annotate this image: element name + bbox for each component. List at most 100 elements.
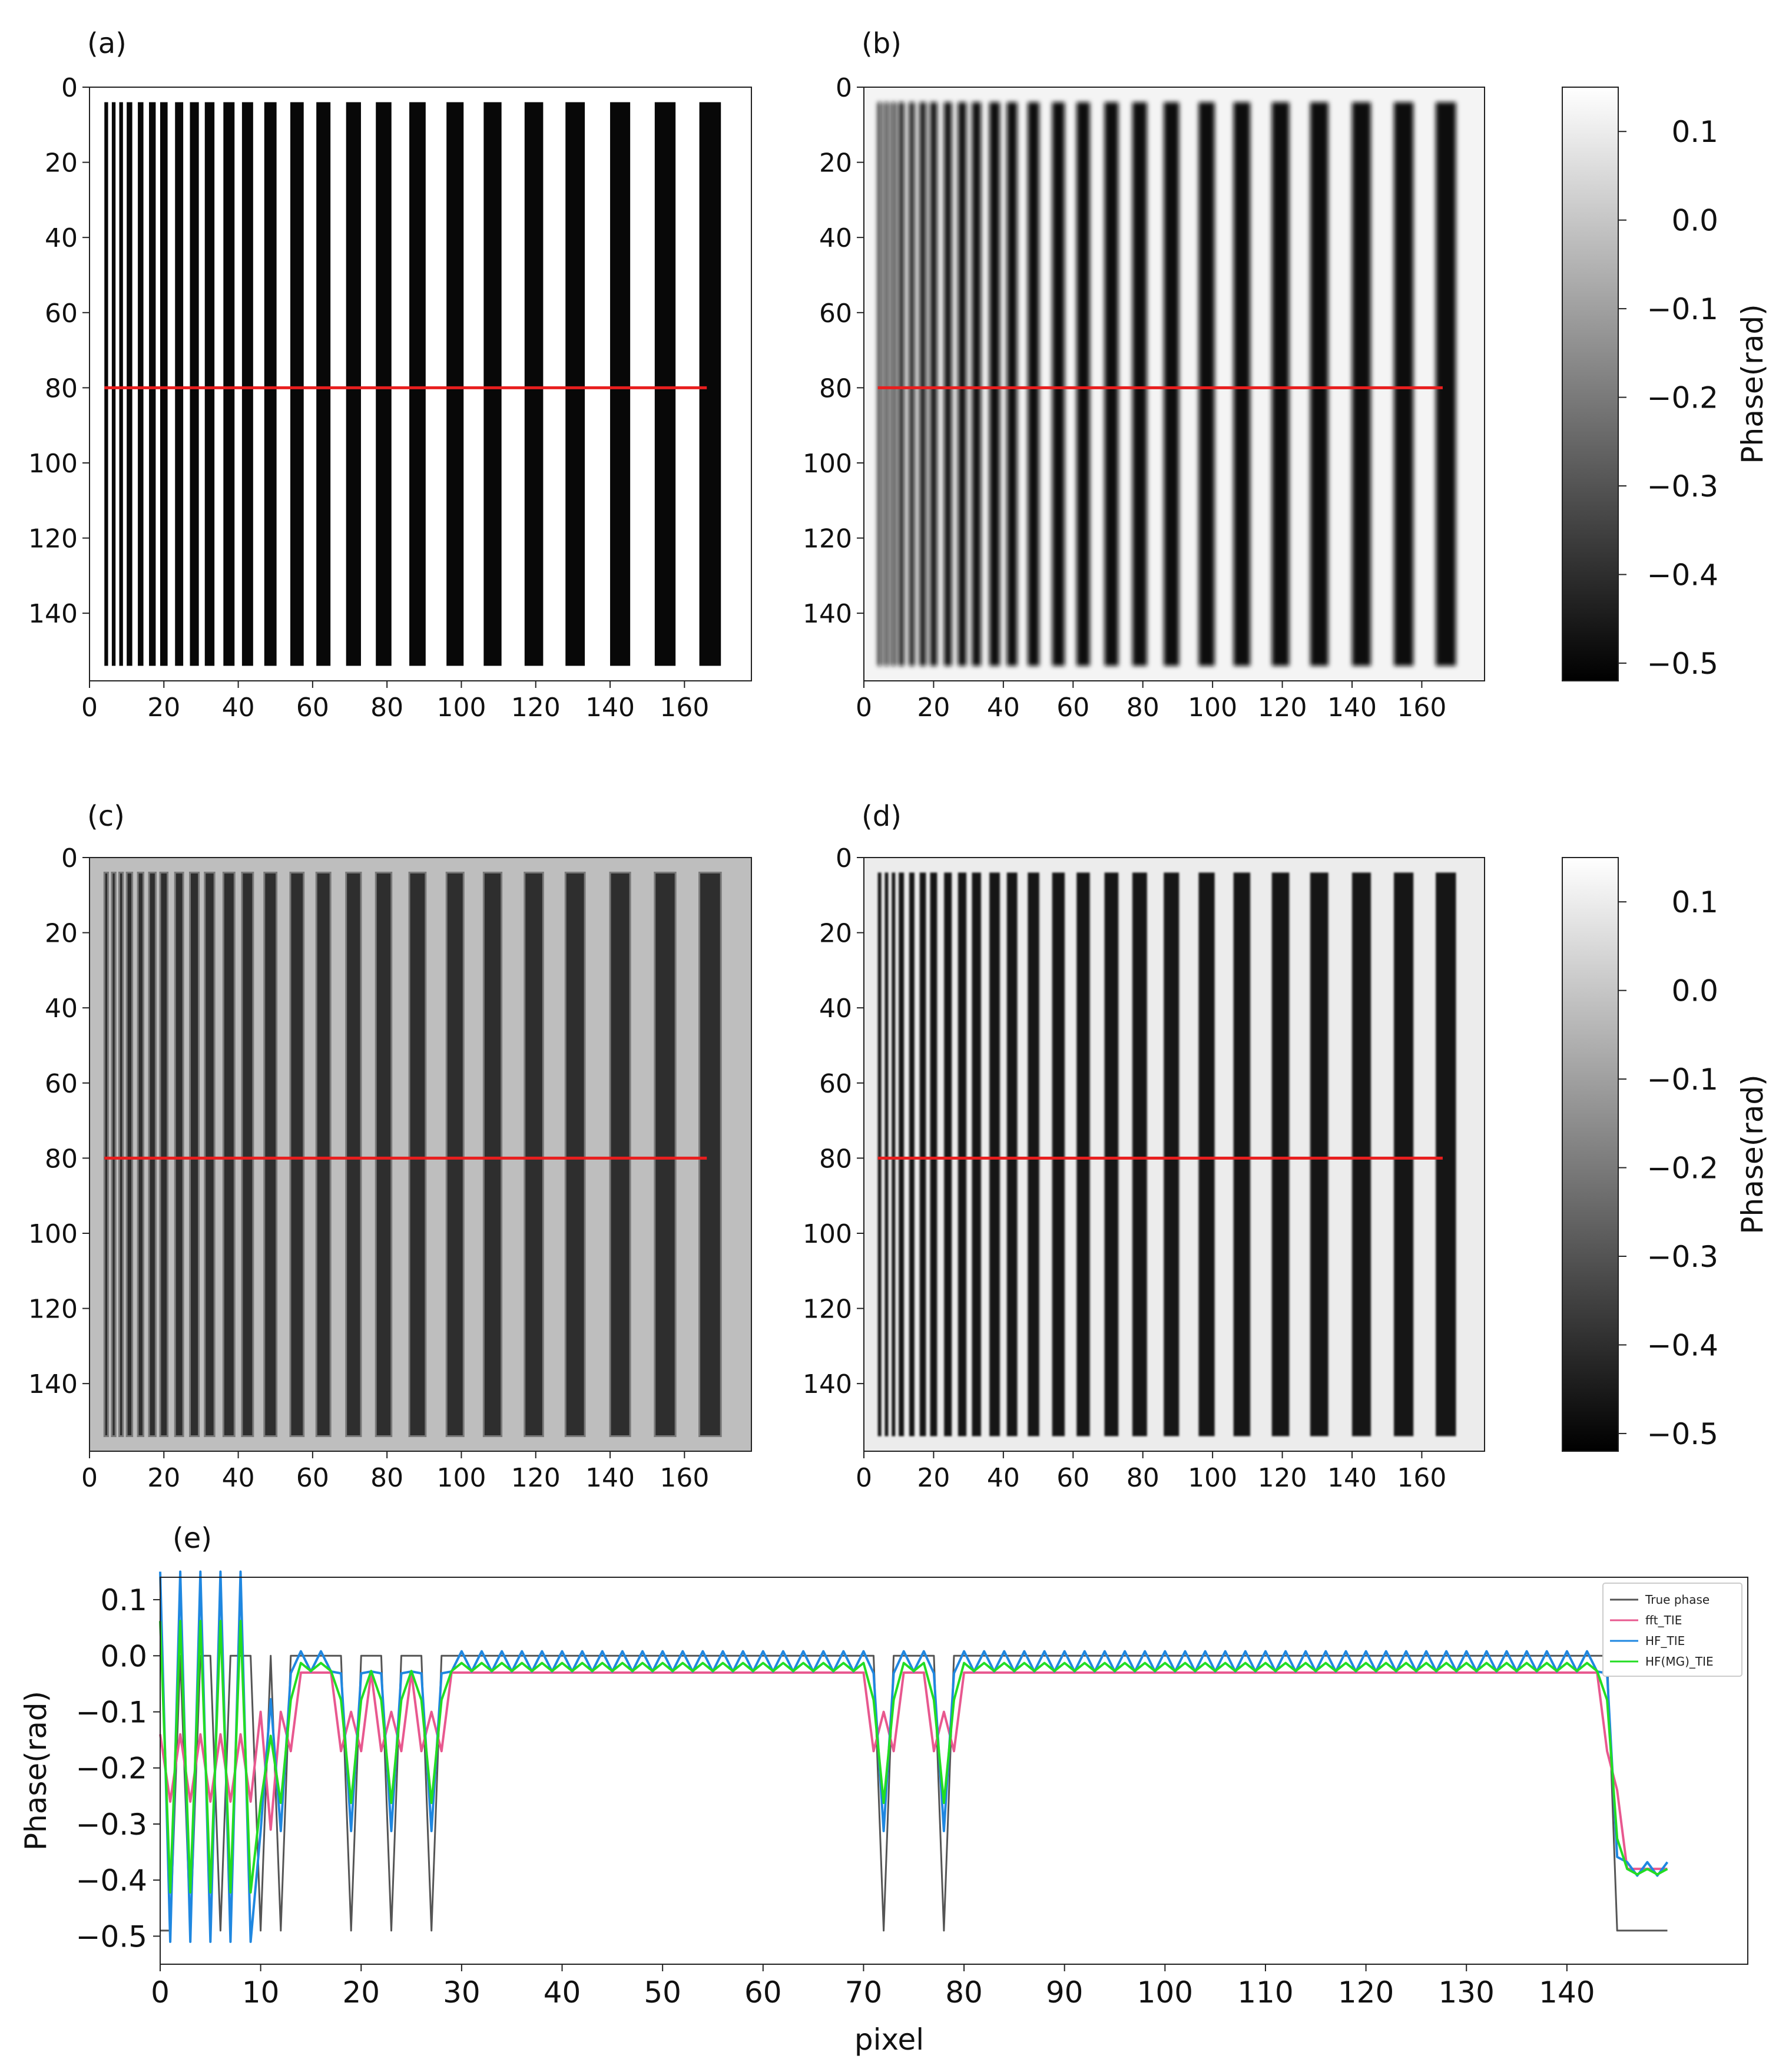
phase-bar bbox=[1104, 102, 1119, 666]
phase-bar bbox=[1052, 872, 1065, 1437]
x-tick-label: 40 bbox=[222, 1463, 255, 1493]
colorbar-tick-label: −0.4 bbox=[1647, 558, 1718, 592]
phase-bar bbox=[1164, 102, 1180, 666]
phase-bar bbox=[944, 102, 952, 666]
y-tick-label: 140 bbox=[803, 1369, 852, 1399]
phase-bar bbox=[1028, 102, 1039, 666]
phase-bar bbox=[1233, 102, 1251, 666]
x-tick-label: 70 bbox=[845, 1975, 883, 2010]
y-tick-label: 120 bbox=[28, 1295, 78, 1325]
x-tick-label: 80 bbox=[370, 693, 403, 723]
colorbar-label: Phase(rad) bbox=[1735, 304, 1770, 464]
axes-frame bbox=[863, 857, 1485, 1452]
y-tick-label: 140 bbox=[28, 1369, 78, 1399]
y-tick-label: 60 bbox=[45, 1069, 78, 1099]
y-tick-label: 60 bbox=[819, 1069, 852, 1099]
colorbar-tick-label: −0.1 bbox=[1647, 292, 1718, 326]
x-tick-label: 0 bbox=[151, 1975, 170, 2010]
y-tick-label: 80 bbox=[45, 373, 78, 403]
y-tick-label: −0.4 bbox=[76, 1864, 147, 1898]
phase-bar bbox=[445, 872, 465, 1437]
y-tick-label: 40 bbox=[819, 994, 852, 1024]
phase-bar bbox=[446, 102, 464, 666]
x-tick-label: 100 bbox=[1188, 693, 1237, 723]
y-tick-label: −0.3 bbox=[76, 1808, 147, 1842]
x-tick-label: 120 bbox=[1338, 1975, 1394, 2010]
y-tick-label: 0.1 bbox=[100, 1583, 147, 1617]
phase-bar bbox=[1028, 872, 1039, 1437]
phase-bar bbox=[1104, 872, 1119, 1437]
phase-bar bbox=[1076, 102, 1090, 666]
x-tick-label: 100 bbox=[436, 693, 486, 723]
phase-bar bbox=[892, 872, 896, 1437]
colorbar-tick-label: −0.5 bbox=[1647, 1417, 1718, 1451]
y-tick-label: 120 bbox=[803, 1295, 852, 1325]
x-tick-label: 20 bbox=[147, 693, 180, 723]
bar-group bbox=[877, 102, 1456, 666]
phase-bar bbox=[892, 102, 896, 666]
phase-bar bbox=[290, 102, 304, 666]
phase-bar bbox=[137, 872, 145, 1437]
x-tick-label: 10 bbox=[242, 1975, 280, 2010]
chart-legend: True phase fft_TIE HF_TIE HF(MG)_TIE bbox=[1602, 1583, 1742, 1677]
phase-bar bbox=[1351, 872, 1371, 1437]
x-tick-label: 100 bbox=[436, 1463, 486, 1493]
phase-bar bbox=[698, 872, 722, 1437]
phase-bar bbox=[375, 872, 393, 1437]
x-tick-label: 40 bbox=[987, 693, 1020, 723]
colorbar-label: Phase(rad) bbox=[1735, 1074, 1770, 1234]
y-tick-label: −0.5 bbox=[76, 1919, 147, 1954]
y-tick-label: 20 bbox=[45, 148, 78, 178]
y-tick-label: 140 bbox=[803, 599, 852, 629]
phase-bar bbox=[264, 102, 277, 666]
colorbar-tick-label: −0.3 bbox=[1647, 469, 1718, 504]
x-tick-label: 140 bbox=[585, 1463, 635, 1493]
phase-bar bbox=[565, 102, 585, 666]
x-tick-label: 140 bbox=[1327, 1463, 1377, 1493]
panel-e-line-chart: 0 10 20 30 40 50 60 70 80 90 100 110 120 130 140 0.1 0.0… bbox=[19, 1570, 1748, 2057]
phase-bar bbox=[899, 872, 905, 1437]
phase-bar bbox=[699, 102, 721, 666]
colorbar-bottom: 0.1 0.0 −0.1 −0.2 −0.3 −0.4 −0.5 Phase(rad) bbox=[1562, 857, 1770, 1452]
phase-bar bbox=[1006, 102, 1018, 666]
phase-bar bbox=[1310, 872, 1329, 1437]
y-tick-label: 80 bbox=[819, 373, 852, 403]
bar-group bbox=[103, 872, 722, 1437]
panel-label-a: (a) bbox=[87, 27, 127, 60]
colorbar-tick-label: 0.0 bbox=[1671, 204, 1718, 238]
series-line-hf-mg-tie bbox=[159, 1620, 1668, 1894]
phase-bar bbox=[958, 102, 967, 666]
phase-bar bbox=[241, 872, 254, 1437]
y-tick-label: 60 bbox=[819, 299, 852, 329]
phase-bar bbox=[125, 872, 134, 1437]
colorbar-tick-label: −0.5 bbox=[1647, 647, 1718, 681]
y-tick-label: 0.0 bbox=[100, 1639, 147, 1673]
phase-bar bbox=[1233, 872, 1251, 1437]
colorbar-tick-label: −0.1 bbox=[1647, 1063, 1718, 1097]
phase-bar bbox=[930, 102, 937, 666]
phase-bar bbox=[204, 102, 215, 666]
colorbar-gradient bbox=[1562, 87, 1619, 681]
phase-bar bbox=[111, 102, 116, 666]
phase-bar bbox=[1310, 102, 1329, 666]
y-tick-label: 0 bbox=[61, 73, 78, 103]
colorbar-tick-label: 0.1 bbox=[1671, 885, 1718, 919]
y-tick-label: 140 bbox=[28, 599, 78, 629]
y-tick-label: 20 bbox=[819, 919, 852, 949]
phase-bar bbox=[1351, 102, 1371, 666]
phase-bar bbox=[482, 872, 503, 1437]
colorbar-tick-label: 0.0 bbox=[1671, 974, 1718, 1008]
phase-bar bbox=[919, 102, 926, 666]
colorbar-top: 0.1 0.0 −0.1 −0.2 −0.3 −0.4 −0.5 Phase(rad) bbox=[1562, 87, 1770, 681]
x-tick-label: 60 bbox=[296, 1463, 329, 1493]
y-tick-label: 0 bbox=[836, 843, 852, 873]
phase-bar bbox=[989, 872, 1000, 1437]
x-tick-label: 160 bbox=[660, 693, 709, 723]
x-tick-label: 140 bbox=[1539, 1975, 1595, 2010]
colorbar-gradient bbox=[1562, 857, 1619, 1452]
phase-bar bbox=[1132, 872, 1147, 1437]
colorbar-tick-label: −0.4 bbox=[1647, 1328, 1718, 1362]
phase-bar bbox=[1436, 872, 1456, 1437]
phase-bar bbox=[654, 102, 676, 666]
phase-bar bbox=[919, 872, 926, 1437]
